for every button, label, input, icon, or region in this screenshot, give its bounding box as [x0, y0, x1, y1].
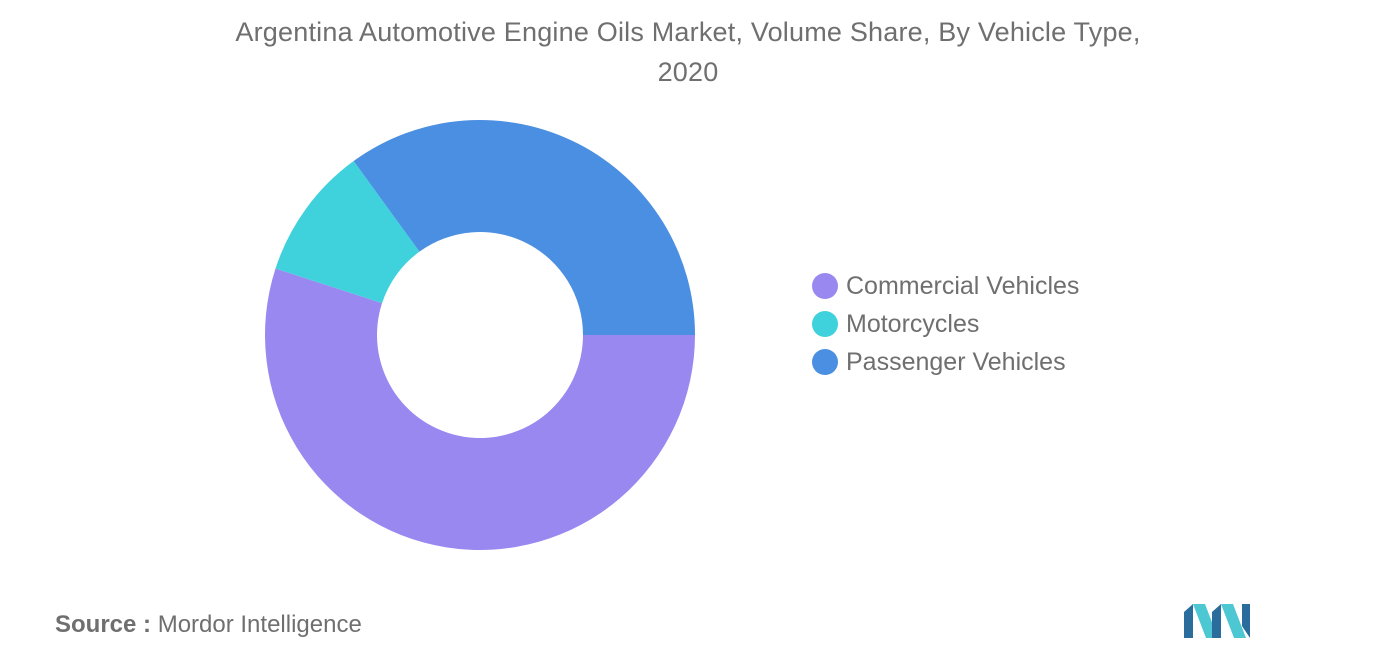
donut-slice-motorcycles[interactable] [275, 161, 420, 304]
donut-slice-passenger-vehicles[interactable] [353, 120, 695, 335]
legend-swatch-passenger-vehicles [812, 349, 838, 375]
legend-item-motorcycles[interactable]: Motorcycles [812, 305, 1079, 343]
chart-legend: Commercial Vehicles Motorcycles Passenge… [812, 267, 1079, 381]
legend-item-commercial-vehicles[interactable]: Commercial Vehicles [812, 267, 1079, 305]
chart-title-line-1: Argentina Automotive Engine Oils Market,… [235, 17, 1141, 47]
legend-swatch-motorcycles [812, 311, 838, 337]
legend-label-commercial-vehicles: Commercial Vehicles [846, 271, 1080, 300]
legend-swatch-commercial-vehicles [812, 273, 838, 299]
donut-slice-commercial-vehicles[interactable] [264, 268, 695, 551]
chart-title: Argentina Automotive Engine Oils Market,… [0, 12, 1376, 92]
legend-label-passenger-vehicles: Passenger Vehicles [846, 347, 1066, 376]
mordor-intelligence-logo-icon [1184, 604, 1250, 638]
chart-title-line-2: 2020 [657, 57, 719, 87]
source-value: Mordor Intelligence [157, 611, 362, 638]
legend-label-motorcycles: Motorcycles [846, 309, 980, 338]
legend-item-passenger-vehicles[interactable]: Passenger Vehicles [812, 343, 1079, 381]
source-label: Source : [55, 611, 152, 638]
source-note: Source : Mordor Intelligence [55, 611, 362, 639]
